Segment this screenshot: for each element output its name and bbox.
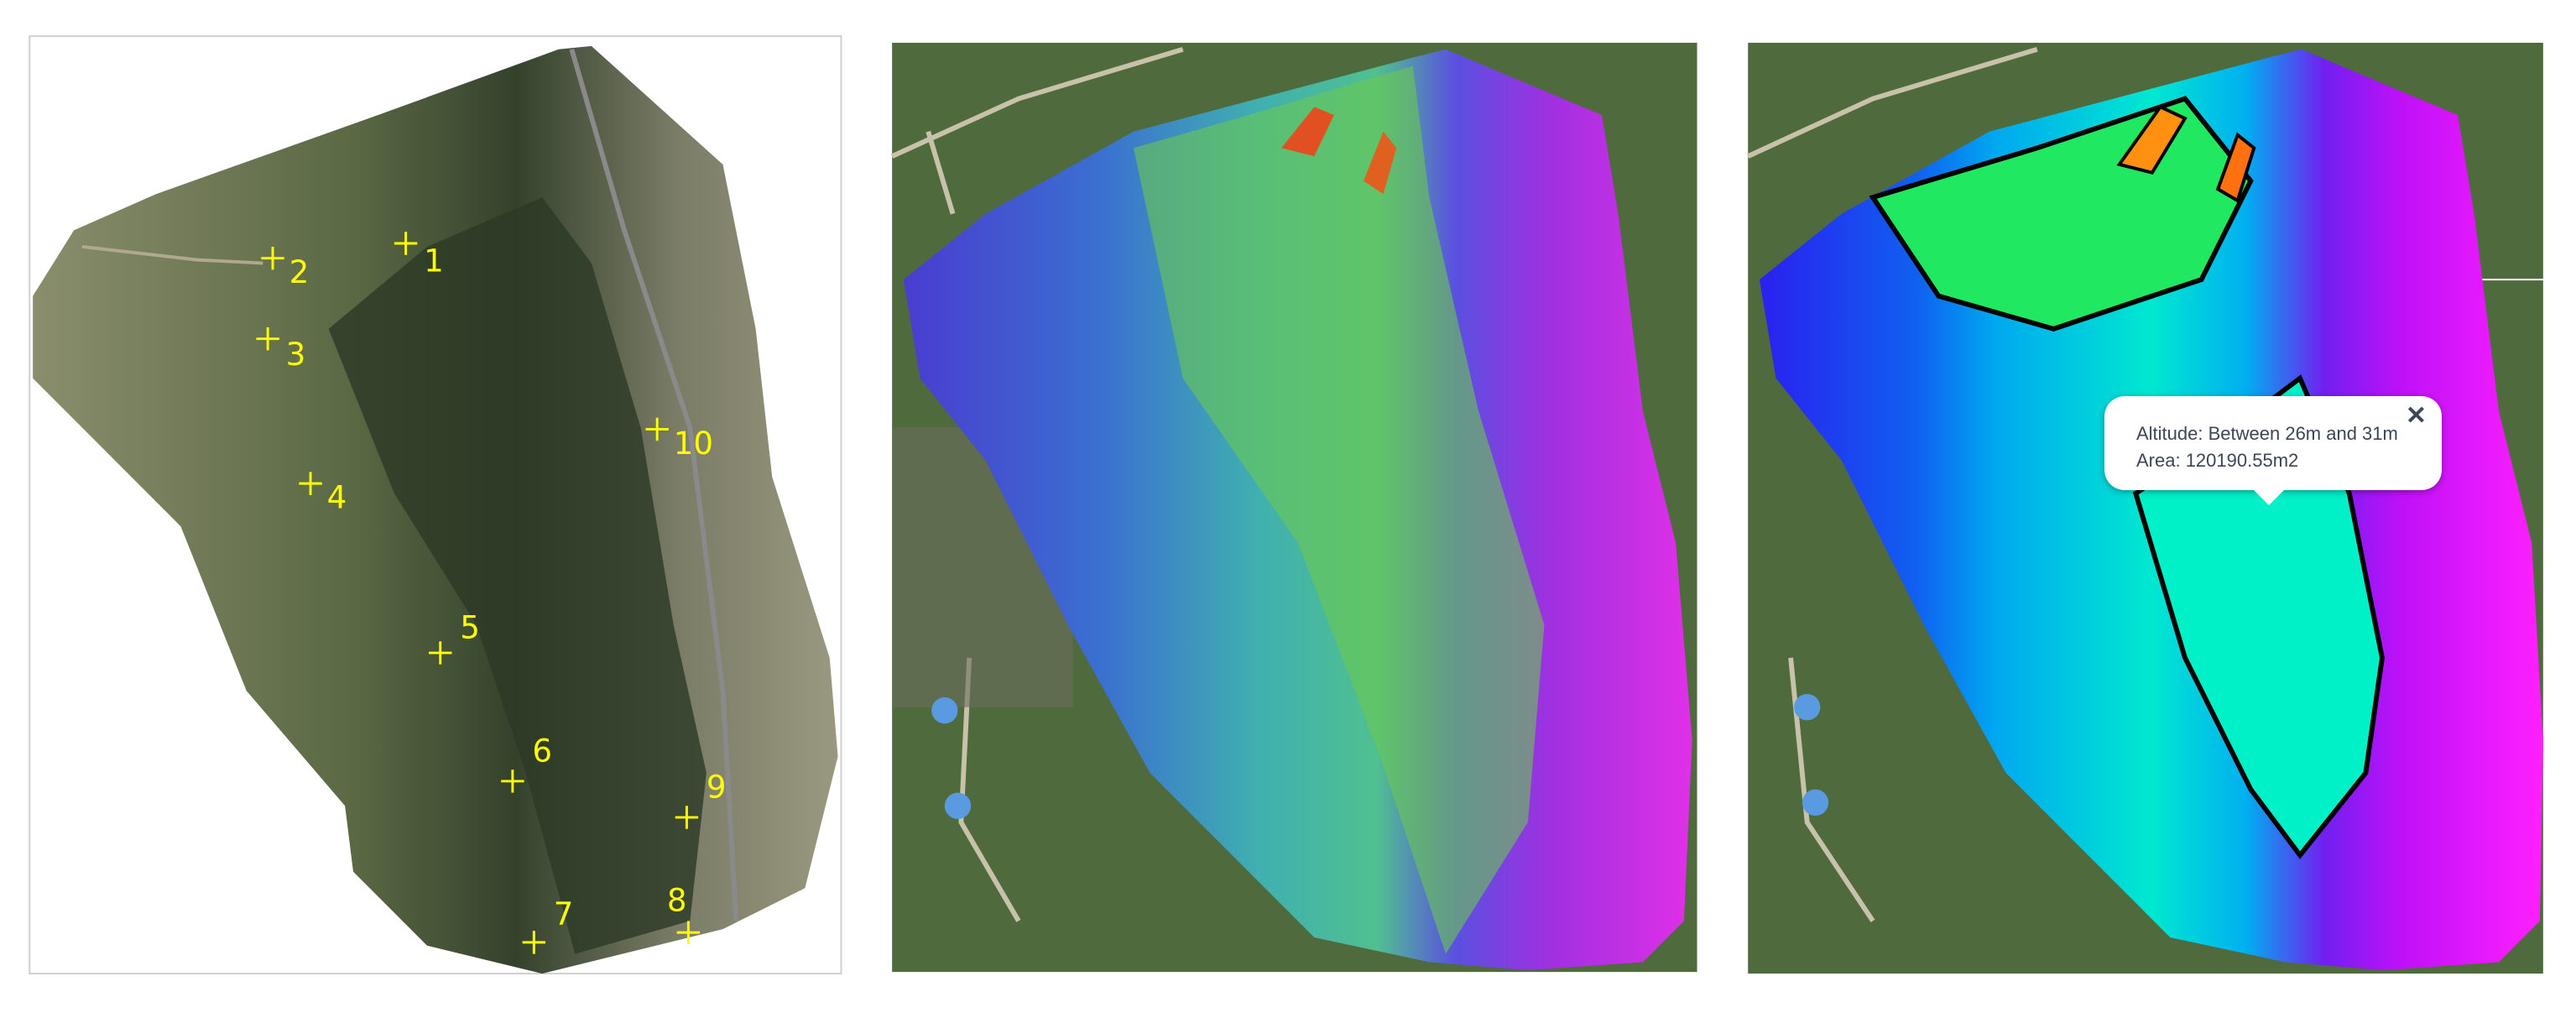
marker-label: 7 xyxy=(554,895,574,932)
crosshair-icon xyxy=(675,806,699,829)
marker-label: 3 xyxy=(286,336,306,373)
location-pin-icon[interactable] xyxy=(1794,693,1821,721)
marker-label: 9 xyxy=(707,768,727,805)
crosshair-icon xyxy=(394,232,418,255)
marker-label: 2 xyxy=(289,253,310,290)
gcp-marker[interactable]: 5 xyxy=(429,608,480,665)
marker-label: 6 xyxy=(532,732,552,769)
area-tooltip: ✕ Altitude: Between 26m and 31m Area: 12… xyxy=(2104,396,2442,505)
tooltip-area: Area: 120190.55m2 xyxy=(2136,450,2299,471)
crosshair-icon xyxy=(256,326,279,351)
crosshair-icon xyxy=(501,770,524,793)
location-pin-icon[interactable] xyxy=(944,792,972,819)
gcp-marker[interactable]: 9 xyxy=(675,768,727,829)
gcp-marker[interactable]: 4 xyxy=(299,472,347,516)
crosshair-icon xyxy=(299,472,322,495)
crosshair-icon xyxy=(522,931,546,954)
marker-label: 10 xyxy=(674,425,713,462)
gcp-marker[interactable]: 3 xyxy=(256,326,306,373)
gcp-marker[interactable]: 8 xyxy=(667,882,701,944)
location-pin-icon[interactable] xyxy=(931,697,958,724)
crosshair-icon xyxy=(645,417,669,441)
gcp-marker[interactable]: 1 xyxy=(394,232,444,279)
crosshair-icon xyxy=(261,246,284,270)
gcp-marker[interactable]: 6 xyxy=(501,732,552,793)
marker-label: 1 xyxy=(424,242,444,279)
tooltip-altitude: Altitude: Between 26m and 31m xyxy=(2136,423,2398,444)
crosshair-icon xyxy=(429,641,452,665)
gcp-marker[interactable]: 2 xyxy=(261,246,310,290)
crosshair-icon xyxy=(676,921,701,944)
marker-label: 8 xyxy=(667,882,687,919)
elevation-panel xyxy=(890,42,1697,973)
gcp-marker[interactable]: 7 xyxy=(522,895,574,954)
close-icon[interactable]: ✕ xyxy=(2405,402,2427,430)
gcp-marker[interactable]: 10 xyxy=(645,417,713,462)
marker-label: 5 xyxy=(460,608,480,645)
orthophoto-panel: 1 2 3 4 5 6 7 8 9 10 xyxy=(29,35,842,975)
location-pin-icon[interactable] xyxy=(1802,789,1829,816)
marker-label: 4 xyxy=(327,479,347,516)
contour-panel xyxy=(1746,42,2543,974)
